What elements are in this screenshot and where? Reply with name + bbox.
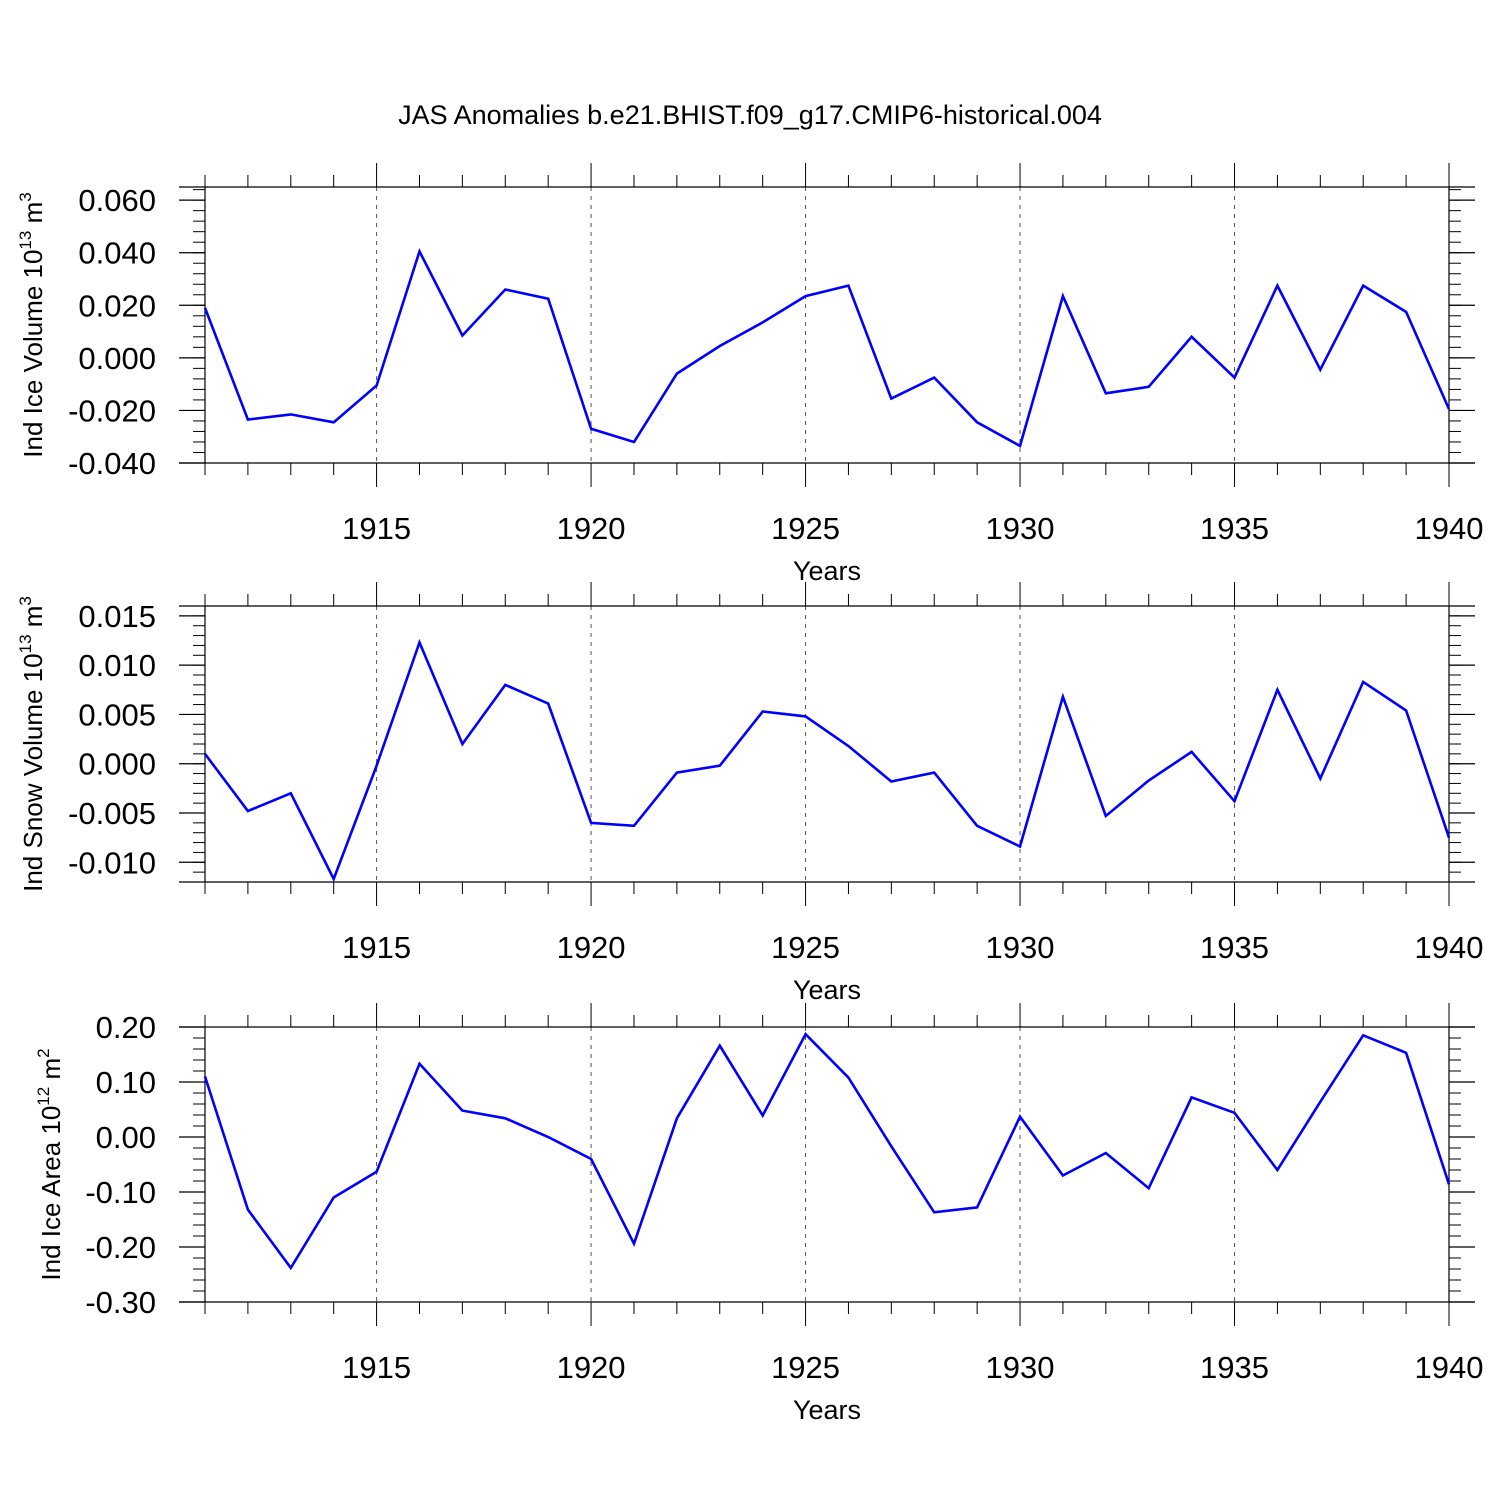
x-tick-label: 1930 (986, 511, 1055, 546)
panel-1: -0.040 -0.020 0.000 0.020 0.040 0.060 1915 1920… (16, 163, 1483, 586)
x-axis-label: Years (793, 975, 861, 1005)
y-tick-label: 0.20 (96, 1010, 156, 1045)
x-tick-label: 1920 (557, 1350, 626, 1385)
y-tick-label: 0.015 (78, 599, 156, 634)
y-tick-label: 0.010 (78, 648, 156, 683)
x-tick-label: 1920 (557, 930, 626, 965)
x-tick-label: 1935 (1200, 511, 1269, 546)
x-axis-label: Years (793, 1395, 861, 1425)
x-tick-label: 1930 (986, 1350, 1055, 1385)
y-tick-label: 0.040 (78, 236, 156, 271)
y-tick-label: 0.000 (78, 747, 156, 782)
x-axis-label: Years (793, 556, 861, 586)
y-tick-label: 0.005 (78, 697, 156, 732)
x-tick-label: 1925 (771, 1350, 840, 1385)
x-tick-label: 1935 (1200, 930, 1269, 965)
x-tick-label: 1930 (986, 930, 1055, 965)
panel-3: -0.30 -0.20 -0.10 0.00 0.10 0.20 1915 1920 1925 1… (34, 1003, 1483, 1425)
y-tick-label: 0.060 (78, 183, 156, 218)
y-axis-label: Ind Ice Area 1012 m2 (34, 1048, 66, 1280)
y-tick-label: 0.020 (78, 288, 156, 323)
x-tick-label: 1925 (771, 511, 840, 546)
x-tick-label: 1940 (1415, 1350, 1484, 1385)
panels: -0.040 -0.020 0.000 0.020 0.040 0.060 1915 1920… (16, 163, 1483, 1425)
y-tick-label: 0.10 (96, 1065, 156, 1100)
series-line (203, 1032, 1451, 1271)
x-tick-label: 1935 (1200, 1350, 1269, 1385)
series-line (203, 638, 1451, 883)
y-tick-label: -0.10 (85, 1175, 156, 1210)
y-tick-label: -0.005 (68, 796, 156, 831)
y-tick-label: -0.20 (85, 1230, 156, 1265)
y-tick-label: -0.040 (68, 446, 156, 481)
x-tick-label: 1915 (342, 930, 411, 965)
y-tick-label: -0.30 (85, 1285, 156, 1320)
y-tick-label: 0.00 (96, 1120, 156, 1155)
y-tick-label: 0.000 (78, 341, 156, 376)
x-tick-label: 1940 (1415, 930, 1484, 965)
x-tick-label: 1940 (1415, 511, 1484, 546)
y-axis-label: Ind Ice Volume 1013 m3 (16, 192, 48, 457)
y-axis-label: Ind Snow Volume 1013 m3 (16, 596, 48, 892)
x-tick-label: 1915 (342, 511, 411, 546)
figure-title: JAS Anomalies b.e21.BHIST.f09_g17.CMIP6-… (398, 100, 1102, 130)
y-tick-label: -0.020 (68, 393, 156, 428)
x-tick-label: 1920 (557, 511, 626, 546)
y-tick-label: -0.010 (68, 845, 156, 880)
series-line (203, 247, 1451, 448)
x-tick-label: 1925 (771, 930, 840, 965)
x-tick-label: 1915 (342, 1350, 411, 1385)
panel-2: -0.010 -0.005 0.000 0.005 0.010 0.015 1915 1920… (16, 582, 1483, 1005)
